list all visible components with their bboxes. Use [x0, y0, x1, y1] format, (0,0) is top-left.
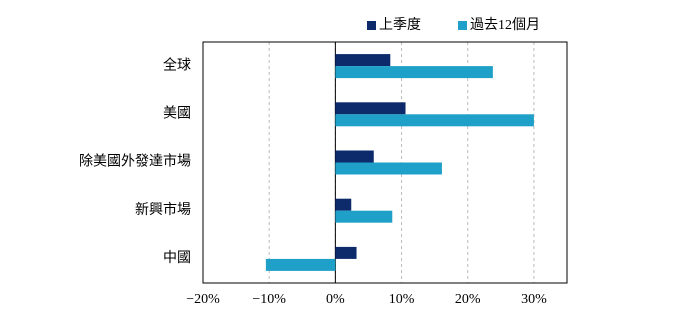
bar	[335, 246, 357, 259]
y-tick-label: 除美國外發達市場	[79, 153, 191, 170]
legend-label: 過去12個月	[470, 17, 540, 33]
plot-frame	[202, 41, 568, 284]
x-tick-label: 20%	[455, 292, 481, 307]
bar	[335, 66, 493, 79]
bar	[335, 162, 442, 175]
x-tick-label: 10%	[389, 292, 415, 307]
y-tick-label: 全球	[163, 56, 191, 73]
bar	[335, 54, 391, 67]
bar	[335, 210, 393, 223]
x-tick-label: −10%	[252, 292, 286, 307]
x-tick-label: 0%	[326, 292, 345, 307]
bar	[335, 150, 374, 163]
y-tick-label: 美國	[163, 106, 191, 122]
legend-swatch	[367, 21, 376, 30]
bar	[335, 102, 406, 115]
y-tick-label: 新興市場	[135, 201, 191, 218]
legend-swatch	[458, 21, 467, 30]
x-tick-label: 30%	[521, 292, 547, 307]
x-tick-label: −20%	[186, 292, 220, 307]
bar	[265, 258, 336, 271]
bar	[335, 114, 534, 127]
bar	[335, 198, 352, 211]
y-tick-label: 中國	[163, 250, 191, 266]
legend-label: 上季度	[379, 17, 421, 33]
